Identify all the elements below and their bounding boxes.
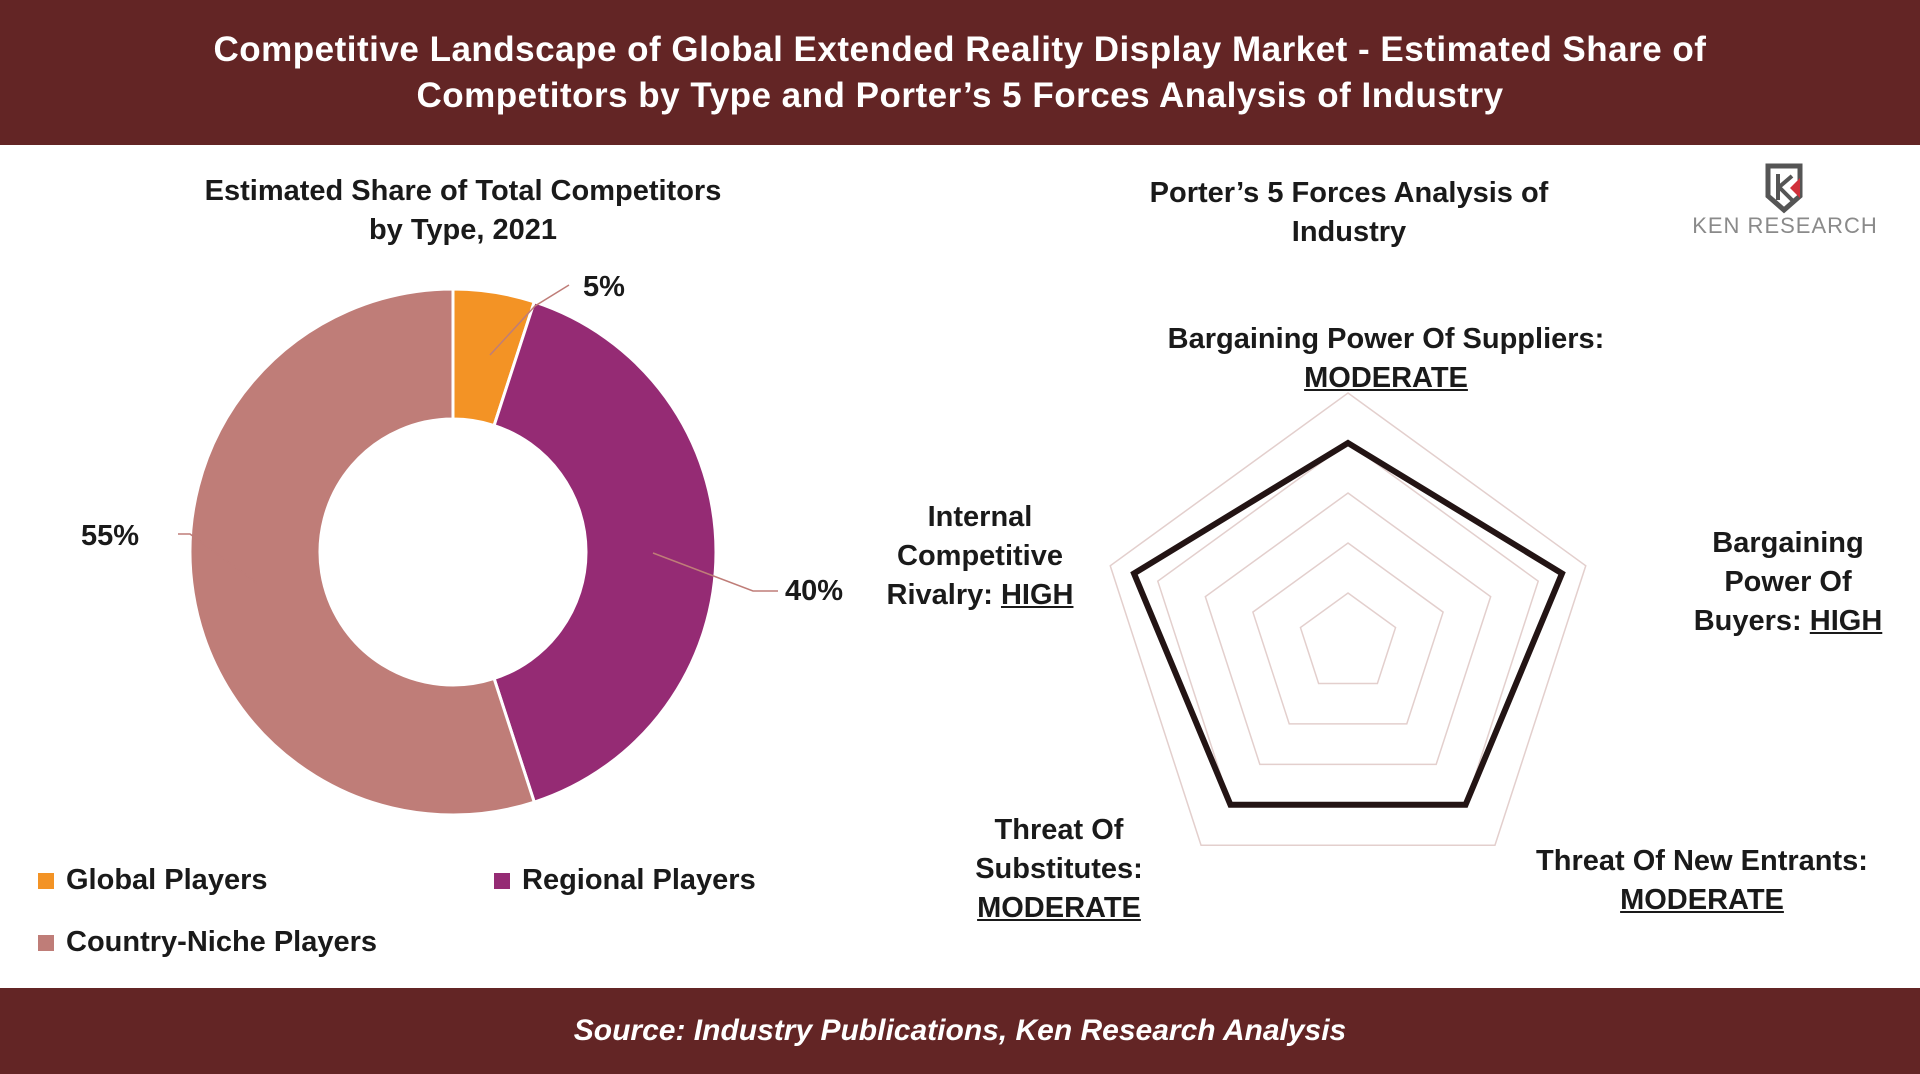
ken-research-logo: KEN RESEARCH [1670,160,1910,240]
legend-swatch [38,934,54,951]
label-regional: 40% [784,575,844,607]
logo-shield-icon: KEN RESEARCH [1692,163,1878,238]
legend-global: Global Players [38,864,268,897]
legend-swatch [38,872,54,889]
radar-series [1130,439,1566,808]
legend-swatch [494,872,510,889]
legend-country: Country-Niche Players [38,926,377,959]
axis-label-new-entrants: Threat Of New Entrants: MODERATE [1522,842,1882,920]
donut-title-line2: by Type, 2021 [368,214,558,246]
header-banner: Competitive Landscape of Global Extended… [0,0,1920,145]
axis-rating: MODERATE [1304,362,1468,394]
legend-regional: Regional Players [494,864,756,897]
label-country: 55% [80,520,140,552]
page-title-line1: Competitive Landscape of Global Extended… [213,30,1707,69]
legend-label: Global Players [66,864,268,896]
radar-title-line2: Industry [1291,216,1407,248]
axis-label-suppliers: Bargaining Power Of Suppliers: MODERATE [1168,320,1605,398]
radar-grid-ring [1204,492,1492,766]
axis-label-buyers: Bargaining Power Of Buyers: HIGH [1673,524,1903,641]
leader-line-0 [489,284,570,356]
axis-rating: MODERATE [1620,884,1784,916]
logo-text: KEN RESEARCH [1692,213,1878,238]
axis-name: Threat Of New Entrants: [1536,845,1868,877]
page-title-line2: Competitors by Type and Porter’s 5 Force… [416,76,1504,115]
axis-label-substitutes: Threat Of Substitutes: MODERATE [954,811,1164,928]
donut-slice-1 [492,299,718,805]
axis-label-rivalry: Internal Competitive Rivalry: HIGH [865,498,1095,615]
radar-grid-ring [1252,542,1444,725]
leader-line-1 [652,552,778,592]
axis-rating: HIGH [1000,579,1074,611]
legend-label: Country-Niche Players [66,926,378,958]
radar-title: Porter’s 5 Forces Analysis of Industry [1150,174,1549,252]
radar-grid-ring [1109,392,1587,847]
label-global: 5% [583,271,625,303]
donut-title-line1: Estimated Share of Total Competitors [204,175,722,207]
axis-rating: HIGH [1809,605,1883,637]
leader-line-2 [178,533,258,584]
axis-name: Threat Of Substitutes: [975,814,1143,885]
axis-name: Internal Competitive Rivalry: [886,501,1063,611]
source-footer: Source: Industry Publications, Ken Resea… [0,988,1920,1074]
radar-grid-ring [1299,592,1397,685]
donut-slice-2 [188,287,537,817]
axis-name: Bargaining Power Of Buyers: [1693,527,1864,637]
donut-title: Estimated Share of Total Competitors by … [205,172,722,250]
axis-rating: MODERATE [977,892,1141,924]
radar-title-line1: Porter’s 5 Forces Analysis of [1149,177,1549,209]
axis-name: Bargaining Power Of Suppliers: [1167,323,1605,355]
legend-label: Regional Players [522,864,756,896]
